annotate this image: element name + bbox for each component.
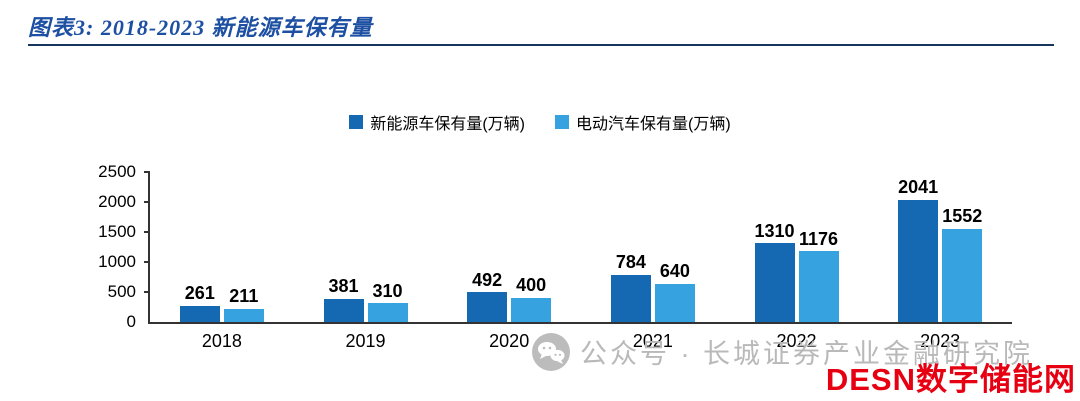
bar-column: 400 <box>511 275 552 322</box>
y-tick-label: 500 <box>107 282 136 301</box>
watermark: 公众号 · 长城证券产业金融研究院 <box>532 332 1033 371</box>
figure-title: 图表3: 2018-2023 新能源车保有量 <box>28 15 373 40</box>
y-tick-label: 2000 <box>98 192 136 211</box>
bar-column: 381 <box>323 276 364 322</box>
bar-group-2020: 492 400 <box>437 269 581 322</box>
bar-value-label: 381 <box>328 276 359 297</box>
bar-group-2023: 2041 1552 <box>868 176 1012 322</box>
watermark-text: 公众号 · 长城证券产业金融研究院 <box>580 339 1033 369</box>
bar-value-label: 492 <box>472 269 503 290</box>
x-tick-label: 2021 <box>632 331 673 351</box>
legend-item-1: 电动汽车保有量(万辆) <box>555 110 731 134</box>
brand-logo: DESN数字储能网 <box>825 362 1076 397</box>
bar-column: 640 <box>654 260 695 322</box>
bar <box>798 251 839 322</box>
bar-column: 1310 <box>754 220 795 322</box>
bar <box>610 274 651 322</box>
bar-column: 1176 <box>798 228 839 322</box>
bar-group-2019: 381 310 <box>294 277 438 322</box>
y-tick-label: 1000 <box>98 252 136 271</box>
x-tick-label: 2022 <box>776 331 817 351</box>
y-tick-label: 2500 <box>98 162 136 181</box>
wechat-icon <box>532 332 570 371</box>
bar-column: 1552 <box>942 207 982 322</box>
bar-value-label: 1552 <box>942 206 983 226</box>
bar-column: 2041 <box>898 176 939 322</box>
bar <box>942 228 983 322</box>
bar-group-2021: 784 640 <box>581 253 725 322</box>
bar <box>179 306 220 322</box>
bar-value-label: 1310 <box>754 220 795 241</box>
bar <box>511 298 552 322</box>
bar-group-2022: 1310 1176 <box>725 220 869 322</box>
y-tick-label: 1500 <box>98 222 136 241</box>
bar-column: 310 <box>367 280 408 322</box>
y-tick-mark <box>144 231 150 233</box>
y-tick-mark <box>144 171 150 173</box>
bar-value-label: 261 <box>184 283 215 304</box>
bar-value-label: 784 <box>615 252 646 273</box>
bar-value-label: 400 <box>516 275 547 296</box>
bar-groups: 261 211 381 310 492 400 784 640 1310 1176 2041 1552 <box>150 172 1012 322</box>
x-axis-labels: 2018 2019 2020 2021 2022 2023 <box>150 331 1012 352</box>
title-underline <box>28 44 1054 46</box>
bar-group-2018: 261 211 <box>150 284 294 322</box>
bar-value-label: 1176 <box>799 228 839 249</box>
bar <box>323 299 364 322</box>
bar-value-label: 310 <box>372 280 403 301</box>
bar-column: 784 <box>610 252 651 322</box>
y-tick-mark <box>144 261 150 263</box>
bar <box>654 283 695 322</box>
legend-swatch <box>349 115 364 129</box>
bar-column: 211 <box>223 286 264 322</box>
y-tick-mark <box>144 201 150 203</box>
bar <box>467 292 508 322</box>
legend-swatch <box>555 115 569 129</box>
bar-value-label: 211 <box>229 286 259 307</box>
chart-legend: 新能源车保有量(万辆) 电动汽车保有量(万辆) <box>0 110 1080 134</box>
y-tick-mark <box>144 291 150 293</box>
bar-value-label: 2041 <box>898 176 939 197</box>
bar <box>367 303 408 322</box>
bar-chart: 0 500 1000 1500 2000 2500 261 211 381 310 492 400 7… <box>98 162 1012 351</box>
y-tick-label: 0 <box>126 312 136 331</box>
bar <box>754 243 795 322</box>
bar <box>223 309 264 322</box>
x-tick-label: 2020 <box>489 331 530 351</box>
legend-item-0: 新能源车保有量(万辆) <box>349 110 525 134</box>
bar <box>898 199 939 322</box>
legend-label: 电动汽车保有量(万辆) <box>576 116 731 133</box>
x-tick-label: 2018 <box>201 331 242 351</box>
bar-column: 492 <box>467 269 508 322</box>
x-tick-label: 2023 <box>920 331 961 351</box>
legend-label: 新能源车保有量(万辆) <box>370 116 525 133</box>
bar-column: 261 <box>179 283 220 322</box>
x-tick-label: 2019 <box>345 331 386 351</box>
bar-value-label: 640 <box>659 260 690 281</box>
